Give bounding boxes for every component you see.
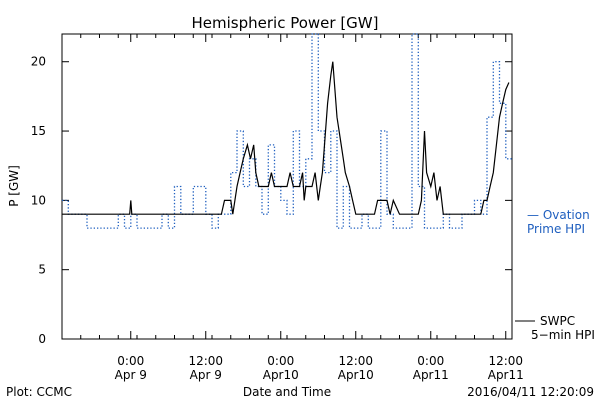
timestamp: 2016/04/11 12:20:09 — [467, 385, 594, 399]
legend: — Ovation Prime HPI SWPC 5−min HPI — [515, 208, 595, 342]
x-tick-label-time: 12:00 — [188, 354, 223, 368]
y-axis: 0 5 10 15 20 — [31, 55, 512, 346]
legend-swpc-line1: SWPC — [540, 314, 575, 328]
x-tick-label-time: 0:00 — [267, 354, 294, 368]
x-tick-label-time: 12:00 — [338, 354, 373, 368]
plot-credit: Plot: CCMC — [6, 385, 72, 399]
y-tick-label: 15 — [31, 124, 46, 138]
series-layer — [62, 33, 512, 229]
x-tick-label-time: 0:00 — [417, 354, 444, 368]
x-tick-label-date: Apr10 — [263, 368, 299, 382]
x-tick-label-date: Apr10 — [338, 368, 374, 382]
y-tick-label: 10 — [31, 193, 46, 207]
x-axis-label: Date and Time — [243, 385, 331, 399]
x-tick-label-time: 12:00 — [488, 354, 523, 368]
x-tick-label-date: Apr11 — [488, 368, 524, 382]
chart-title: Hemispheric Power [GW] — [192, 14, 379, 32]
y-tick-label: 5 — [38, 263, 46, 277]
x-tick-label-date: Apr11 — [413, 368, 449, 382]
y-tick-label: 0 — [38, 332, 46, 346]
swpc-hpi-line — [62, 61, 510, 215]
ovation-hpi-line — [62, 33, 512, 229]
x-tick-label-date: Apr 9 — [190, 368, 222, 382]
y-tick-label: 20 — [31, 55, 46, 69]
x-tick-label-date: Apr 9 — [115, 368, 147, 382]
legend-ovation-line2: Prime HPI — [527, 222, 585, 236]
y-axis-label: P [GW] — [7, 165, 21, 207]
legend-ovation-line1: — Ovation — [527, 208, 590, 222]
legend-swpc-line2: 5−min HPI — [531, 328, 595, 342]
x-tick-label-time: 0:00 — [117, 354, 144, 368]
